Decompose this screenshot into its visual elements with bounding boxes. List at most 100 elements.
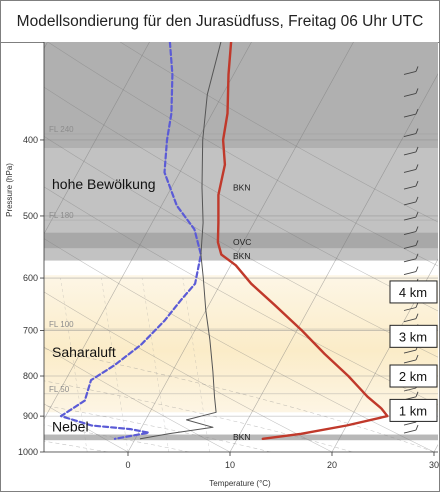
- dry-adiabat: [44, 238, 435, 452]
- y-tick-label: 700: [23, 326, 38, 336]
- height-box-frame: [389, 324, 438, 348]
- wind-barb-flag: [415, 211, 419, 218]
- wind-barb: [403, 128, 419, 137]
- wind-barb: [403, 88, 419, 97]
- wind-barb-flag: [415, 313, 419, 319]
- dry-adiabat: [44, 403, 129, 452]
- upper-shading: [44, 42, 438, 149]
- mixing-ratio-line: [141, 278, 170, 452]
- wind-barb-staff: [403, 271, 417, 276]
- wind-barb-staff: [403, 318, 417, 323]
- flight-level-label: FL 100: [49, 320, 74, 329]
- wind-barb-flag: [415, 253, 419, 259]
- parcel-profile: [139, 42, 222, 440]
- wind-barb-flag: [415, 391, 419, 398]
- y-axis-label: Pressure (hPa): [5, 163, 14, 217]
- wind-barb-flag: [415, 240, 419, 246]
- wind-barb-flag: [415, 108, 419, 115]
- sahara-air-band: [44, 275, 438, 413]
- cloud-cover-label: OVC: [233, 237, 251, 247]
- wind-barb: [403, 211, 419, 221]
- wind-barb-flag: [415, 164, 419, 170]
- mixing-ratio-line: [182, 278, 210, 452]
- wind-barb-flag: [415, 66, 419, 72]
- x-tick-label: 20: [327, 460, 337, 470]
- x-tick-label: 0: [125, 460, 130, 470]
- isotherm-line: [331, 258, 438, 452]
- wind-barb: [403, 240, 419, 249]
- x-tick-label: 10: [225, 460, 235, 470]
- height-box: 2 km: [389, 364, 438, 388]
- dry-adiabat: [0, 42, 26, 452]
- y-tick-label: 900: [23, 411, 38, 421]
- height-box-frame: [389, 280, 438, 304]
- cloud-layer-high: [44, 148, 438, 233]
- flight-level-label: FL 50: [49, 385, 70, 394]
- chart-title-box: Modellsondierung für den Jurasüdfuss, Fr…: [1, 1, 439, 43]
- x-axis-label: Temperature (°C): [209, 479, 271, 488]
- y-tick-label: 500: [23, 211, 38, 221]
- wind-barb-staff: [403, 168, 417, 173]
- cloud-cover-label: BKN: [233, 432, 250, 442]
- x-tick-label: 30: [429, 460, 439, 470]
- dry-adiabat: [44, 186, 438, 406]
- wind-barb: [403, 164, 419, 173]
- wind-barb-staff: [403, 349, 417, 354]
- height-box-label: 4 km: [399, 285, 427, 300]
- wind-barb-staff: [403, 216, 417, 221]
- wind-barb-staff: [403, 244, 417, 249]
- flight-level-label: FL 180: [49, 211, 74, 220]
- height-box-frame: [389, 398, 438, 422]
- wind-barb-staff: [403, 201, 417, 206]
- wind-barb-staff: [403, 421, 417, 426]
- wind-barb-staff: [403, 92, 417, 97]
- fog-layer: [44, 434, 438, 441]
- dry-adiabat: [44, 346, 231, 452]
- cloud-layer-low: [44, 248, 438, 261]
- isotherm-line: [44, 42, 150, 235]
- region-annotation: Nebel: [52, 419, 89, 435]
- cloud-layer-ovc: [44, 232, 438, 249]
- wind-barb: [403, 354, 419, 364]
- wind-barb: [403, 196, 419, 206]
- height-box-label: 3 km: [399, 329, 427, 344]
- wind-barb: [403, 424, 419, 434]
- wind-barb: [403, 146, 419, 156]
- wind-barb-flag: [415, 226, 419, 232]
- wind-barb: [403, 180, 419, 190]
- dry-adiabat: [44, 136, 438, 358]
- dry-adiabat: [47, 42, 438, 267]
- cloud-cover-label: BKN: [233, 183, 250, 193]
- wind-barb-staff: [403, 387, 417, 392]
- wind-barb: [403, 66, 419, 75]
- height-box-label: 1 km: [399, 403, 427, 418]
- wind-barb-staff: [403, 71, 417, 75]
- height-box-frame: [389, 364, 438, 388]
- chart-title: Modellsondierung für den Jurasüdfuss, Fr…: [16, 12, 424, 30]
- wind-barb-flag: [415, 180, 419, 187]
- region-annotation: Saharaluft: [52, 344, 116, 360]
- wind-barb-flag: [415, 424, 419, 431]
- wind-barb-staff: [403, 307, 417, 311]
- y-tick-label: 400: [23, 135, 38, 145]
- wind-barb-staff: [403, 133, 417, 137]
- wind-barb-flag: [415, 196, 419, 203]
- wind-barb-flag: [415, 128, 419, 134]
- wind-barb-staff: [403, 185, 417, 190]
- height-box-label: 2 km: [399, 369, 427, 384]
- isotherm-line: [44, 42, 252, 420]
- wind-barb: [403, 313, 419, 323]
- dry-adiabat: [44, 291, 333, 452]
- plot-area: [0, 42, 438, 452]
- cloud-cover-label: BKN: [233, 251, 250, 261]
- y-tick-label: 1000: [18, 447, 38, 457]
- wind-barb: [403, 253, 419, 263]
- y-tick-label: 600: [23, 273, 38, 283]
- height-box: 3 km: [389, 324, 438, 348]
- region-annotation: hohe Bewölkung: [52, 176, 156, 192]
- flight-level-label: FL 240: [49, 125, 74, 134]
- wind-barb-staff: [403, 359, 417, 364]
- dry-adiabat: [44, 86, 438, 312]
- wind-barb-staff: [403, 151, 417, 156]
